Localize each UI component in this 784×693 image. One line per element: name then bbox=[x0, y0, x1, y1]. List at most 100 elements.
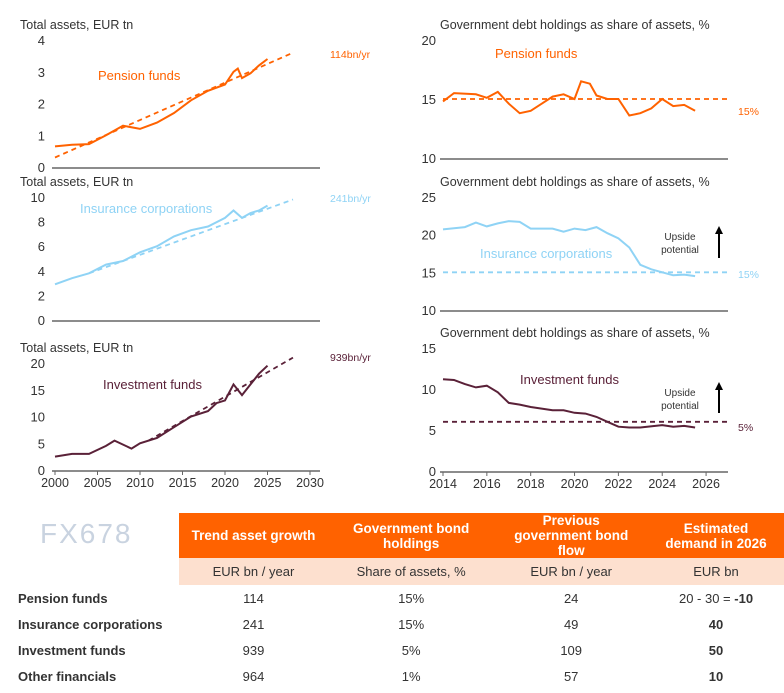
table-header-row: Trend asset growth Government bond holdi… bbox=[0, 513, 784, 558]
row-label: Pension funds bbox=[18, 590, 108, 606]
cell: 49 bbox=[563, 616, 579, 632]
demand-prefix: 20 - 30 = bbox=[678, 590, 735, 606]
series-label: Insurance corporations bbox=[80, 201, 213, 216]
y-tick-label: 10 bbox=[422, 303, 436, 318]
cell: 5% bbox=[401, 642, 421, 658]
demand-value: -10 bbox=[734, 590, 754, 606]
cell: 15% bbox=[398, 590, 425, 606]
x-tick-label: 2000 bbox=[41, 476, 69, 490]
annotation: 114bn/yr bbox=[330, 49, 371, 61]
header-demand: Estimated demand in 2026 bbox=[648, 513, 784, 558]
y-tick-label: 4 bbox=[38, 33, 45, 48]
y-tick-label: 20 bbox=[422, 33, 436, 48]
y-tick-label: 6 bbox=[38, 239, 45, 254]
y-tick-label: 8 bbox=[38, 215, 45, 230]
note: Upside bbox=[664, 388, 696, 399]
series-label: Investment funds bbox=[520, 372, 619, 387]
note: potential bbox=[661, 401, 699, 412]
cell: 109 bbox=[560, 642, 583, 658]
y-tick-label: 20 bbox=[422, 228, 436, 243]
arrow-head-icon bbox=[715, 226, 723, 234]
annotation: 5% bbox=[738, 422, 753, 434]
panel-title: Total assets, EUR tn bbox=[20, 175, 133, 189]
cell: 24 bbox=[563, 590, 579, 606]
y-tick-label: 0 bbox=[429, 464, 436, 479]
header-flow: Previous government bond flow bbox=[494, 513, 649, 558]
y-tick-label: 15 bbox=[422, 265, 436, 280]
table-row: Pension funds 114 15% 24 20 - 30 = -10 bbox=[0, 585, 784, 611]
unit: EUR bn / year bbox=[494, 558, 649, 585]
y-tick-label: 4 bbox=[38, 264, 45, 279]
row-label: Other financials bbox=[18, 668, 117, 684]
y-tick-label: 10 bbox=[422, 382, 436, 397]
trend-line bbox=[88, 198, 294, 275]
trend-line bbox=[148, 356, 294, 442]
x-tick-label: 2015 bbox=[169, 476, 197, 490]
x-tick-label: 2022 bbox=[604, 477, 632, 491]
x-tick-label: 2005 bbox=[84, 476, 112, 490]
x-tick-label: 2026 bbox=[692, 477, 720, 491]
y-tick-label: 15 bbox=[31, 383, 45, 398]
x-tick-label: 2024 bbox=[648, 477, 676, 491]
x-tick-label: 2030 bbox=[296, 476, 324, 490]
arrow-head-icon bbox=[715, 382, 723, 390]
y-tick-label: 5 bbox=[38, 436, 45, 451]
y-tick-label: 5 bbox=[429, 423, 436, 438]
cell: 939 bbox=[242, 642, 265, 658]
panel-title: Government debt holdings as share of ass… bbox=[440, 18, 710, 32]
annotation: 939bn/yr bbox=[330, 352, 371, 364]
annotation: 15% bbox=[738, 106, 759, 118]
cell: 114 bbox=[243, 590, 264, 606]
x-tick-label: 2016 bbox=[473, 477, 501, 491]
y-tick-label: 2 bbox=[38, 97, 45, 112]
y-tick-label: 1 bbox=[38, 128, 45, 143]
annotation: 15% bbox=[738, 269, 759, 281]
demand-value: 10 bbox=[708, 668, 724, 684]
y-tick-label: 0 bbox=[38, 160, 45, 175]
table-row: Insurance corporations 241 15% 49 40 bbox=[0, 611, 784, 637]
series-line bbox=[442, 378, 696, 429]
row-label: Investment funds bbox=[18, 642, 126, 658]
x-tick-label: 2020 bbox=[561, 477, 589, 491]
watermark: FX678 bbox=[40, 518, 133, 549]
header-trend: Trend asset growth bbox=[178, 513, 328, 558]
x-tick-label: 2010 bbox=[126, 476, 154, 490]
header-holdings: Government bond holdings bbox=[328, 513, 495, 558]
panel-title: Total assets, EUR tn bbox=[20, 18, 133, 32]
y-tick-label: 15 bbox=[422, 92, 436, 107]
x-tick-label: 2020 bbox=[211, 476, 239, 490]
unit: EUR bn / year bbox=[178, 558, 328, 585]
row-label: Insurance corporations bbox=[18, 616, 163, 632]
table-row: Other financials 964 1% 57 10 bbox=[0, 663, 784, 689]
demand-value: 40 bbox=[708, 616, 724, 632]
y-tick-label: 0 bbox=[38, 463, 45, 478]
note: Upside bbox=[664, 232, 696, 243]
trend-line bbox=[54, 51, 294, 159]
series-label: Investment funds bbox=[103, 377, 202, 392]
cell: 964 bbox=[242, 668, 265, 684]
y-tick-label: 25 bbox=[422, 190, 436, 205]
series-line bbox=[442, 220, 696, 278]
annotation: 241bn/yr bbox=[330, 193, 371, 205]
table-units-row: EUR bn / year Share of assets, % EUR bn … bbox=[0, 558, 784, 585]
unit: Share of assets, % bbox=[328, 558, 495, 585]
y-tick-label: 2 bbox=[38, 288, 45, 303]
series-line bbox=[442, 80, 696, 117]
y-tick-label: 10 bbox=[422, 151, 436, 166]
cell: 1% bbox=[401, 668, 421, 684]
unit: EUR bn bbox=[648, 558, 784, 585]
panel-title: Government debt holdings as share of ass… bbox=[440, 326, 710, 340]
series-label: Pension funds bbox=[495, 46, 578, 61]
y-tick-label: 20 bbox=[31, 356, 45, 371]
y-tick-label: 3 bbox=[38, 65, 45, 80]
cell: 57 bbox=[563, 668, 579, 684]
series-label: Insurance corporations bbox=[480, 246, 613, 261]
y-tick-label: 0 bbox=[38, 313, 45, 328]
y-tick-label: 10 bbox=[31, 410, 45, 425]
x-tick-label: 2014 bbox=[429, 477, 457, 491]
demand-table: Trend asset growth Government bond holdi… bbox=[0, 513, 784, 689]
series-label: Pension funds bbox=[98, 68, 181, 83]
table-row: Investment funds 939 5% 109 50 bbox=[0, 637, 784, 663]
